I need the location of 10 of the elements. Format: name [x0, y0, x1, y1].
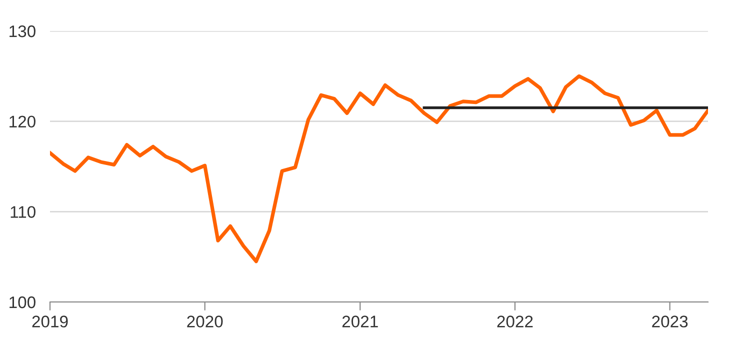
x-tick-label: 2021 [342, 316, 378, 328]
x-tick-label: 2020 [187, 316, 223, 328]
line-series [50, 74, 708, 264]
x-tick-label: 2022 [497, 316, 533, 328]
y-tick-label: 110 [10, 206, 36, 218]
x-tick-label: 2019 [32, 316, 68, 328]
x-tick-label: 2023 [652, 316, 688, 328]
y-tick-label: 130 [10, 25, 36, 38]
y-tick-label: 100 [10, 296, 36, 308]
y-tick-label: 120 [10, 116, 36, 128]
